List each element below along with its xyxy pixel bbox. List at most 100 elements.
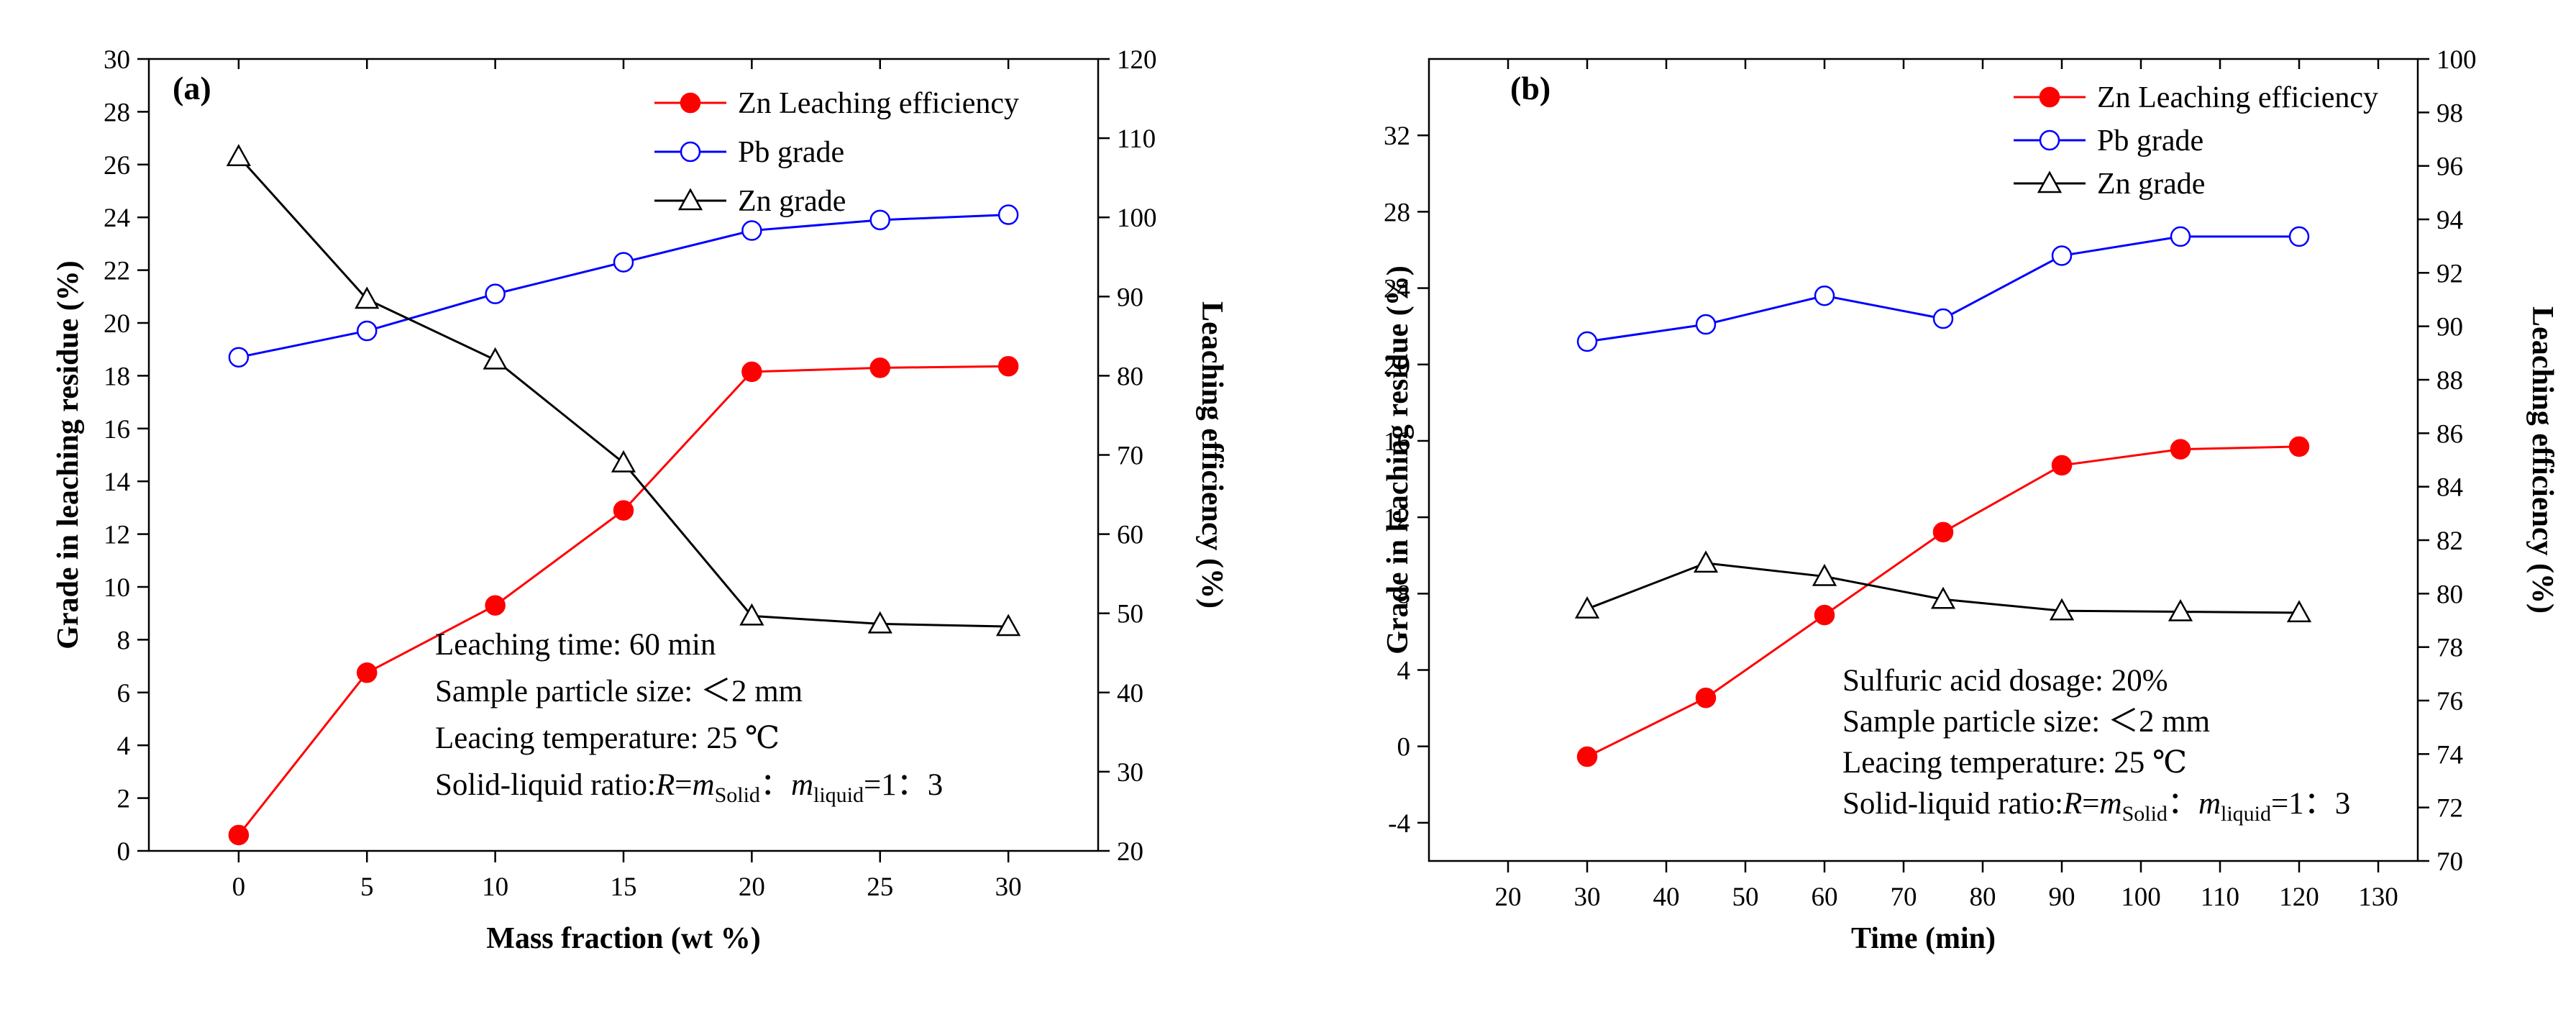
chart-b-y-right-axis-title: Leaching efficiency (%) xyxy=(2526,306,2559,614)
chart-a-x-tick-label: 5 xyxy=(360,872,374,902)
chart-b-series-zn-grade-point xyxy=(1693,550,1719,573)
chart-a-legend-swatch-marker xyxy=(677,188,703,211)
chart-b-legend-entry: Zn Leaching efficiency xyxy=(2097,81,2378,114)
chart-b-panel-label: (b) xyxy=(1510,70,1550,106)
chart-a-conditions-note: Leaching time: 60 min Sample particle siz… xyxy=(435,628,943,807)
chart-a-series-zn-grade-point xyxy=(355,286,380,309)
chart-a-y-right-tick-label: 120 xyxy=(1117,45,1157,75)
chart-a-series-zn-leaching-efficiency-point xyxy=(613,500,634,521)
chart-a-series-zn-grade-line xyxy=(237,155,1009,628)
chart-a-x-tick-label: 25 xyxy=(867,872,893,902)
chart-a-y-left-tick-label: 16 xyxy=(104,415,130,445)
ratio-mass-symbol: m xyxy=(791,768,813,802)
chart-b-series-pb-grade-point xyxy=(2051,245,2073,266)
chart-b: 20 30 40 50 60 70 80 90 100 110 120 130 -4 0 4 8 12 16 20 2… xyxy=(1381,45,2559,955)
chart-a-series-pb-grade-point xyxy=(356,320,378,342)
chart-b-series-zn-leaching-efficiency-point xyxy=(1576,746,1598,767)
chart-a-y-left-tick-label: 30 xyxy=(104,45,130,75)
chart-a-x-axis-title: Mass fraction (wt %) xyxy=(486,922,760,955)
chart-a-y-left-tick-label: 10 xyxy=(104,573,130,603)
chart-a-y-right-axis-title: Leaching efficiency (%) xyxy=(1195,301,1228,608)
chart-a-series-pb-grade xyxy=(228,204,1019,368)
chart-b-y-left-tick-label: 32 xyxy=(1384,122,1410,151)
chart-a-series-zn-grade-point xyxy=(867,611,892,634)
chart-b-series-zn-grade-point xyxy=(1574,596,1600,619)
ratio-symbol: R xyxy=(2063,787,2082,821)
chart-b-y-right-tick-label: 98 xyxy=(2436,99,2463,128)
ratio-mass-symbol: m xyxy=(2198,787,2221,821)
chart-a-series-zn-leaching-efficiency-line xyxy=(237,365,1009,836)
chart-b-series-pb-grade-point xyxy=(1695,314,1717,335)
chart-a-series-zn-leaching-efficiency-point xyxy=(869,357,891,378)
chart-a-series-zn-grade-point xyxy=(739,603,764,626)
chart-a-y-right-tick-label: 30 xyxy=(1117,758,1143,788)
chart-b-series-zn-leaching-efficiency-point xyxy=(1932,521,1954,543)
chart-b-series-zn-leaching-efficiency-point xyxy=(1814,604,1835,626)
chart-a-panel-label: (a) xyxy=(173,70,211,106)
ratio-subscript-liquid: liquid xyxy=(813,783,864,807)
chart-b-y-left-tick-label: 24 xyxy=(1384,275,1410,304)
chart-b-series-pb-grade-point xyxy=(1932,308,1954,329)
chart-a-note-ratio: Solid-liquid ratio:R=mSolid：mliquid=1：3 xyxy=(435,768,943,807)
chart-b-series-zn-grade-point xyxy=(1930,586,1956,609)
chart-b-x-tick-label: 110 xyxy=(2201,883,2239,912)
chart-b-x-tick-label: 30 xyxy=(1574,883,1601,912)
chart-a-series-zn-leaching-efficiency-point xyxy=(485,595,506,616)
chart-b-series-pb-grade xyxy=(1576,226,2310,352)
chart-b-legend-swatch-marker xyxy=(2039,86,2060,108)
chart-b-x-tick-label: 50 xyxy=(1732,883,1759,912)
chart-b-legend-entry: Pb grade xyxy=(2097,124,2203,158)
ratio-colon: ： xyxy=(2168,787,2198,821)
chart-a-series-pb-grade-point xyxy=(228,347,250,368)
chart-b-x-tick-label: 90 xyxy=(2049,883,2075,912)
chart-a-y-left-tick-label: 22 xyxy=(104,257,130,286)
chart-b-y-left-tick-label: 12 xyxy=(1384,503,1410,533)
chart-b-y-right-tick-label: 76 xyxy=(2436,687,2463,716)
chart-b-y-left-tick-label: 0 xyxy=(1397,733,1411,762)
chart-b-y-right-tick-label: 90 xyxy=(2436,313,2463,342)
chart-a-y-left-tick-label: 2 xyxy=(117,785,131,814)
chart-a-y-left-tick-label: 28 xyxy=(104,98,130,127)
chart-b-series-pb-grade-point xyxy=(1814,285,1835,306)
chart-b-y-right-tick-label: 94 xyxy=(2436,206,2463,235)
chart-a-series-zn-leaching-efficiency xyxy=(228,355,1019,846)
chart-b-series-zn-leaching-efficiency xyxy=(1576,436,2310,767)
chart-b-y-right-tick-label: 100 xyxy=(2436,45,2477,75)
chart-a-series-zn-grade-point xyxy=(996,614,1021,637)
chart-b-y-right-tick-label: 84 xyxy=(2436,473,2463,503)
chart-a-series-pb-grade-point xyxy=(741,220,762,241)
chart-b-y-right-tick-label: 80 xyxy=(2436,580,2463,609)
chart-b-y-left-tick-label: -4 xyxy=(1388,809,1410,839)
chart-b-y-left-axis-title: Grade in leaching residue (%) xyxy=(1381,265,1415,655)
chart-b-series-zn-grade-point xyxy=(2286,600,2312,623)
chart-b-series-zn-grade-point xyxy=(2168,598,2193,621)
chart-a-series-zn-leaching-efficiency-point xyxy=(356,662,378,683)
chart-a-y-right-tick-label: 70 xyxy=(1117,442,1143,471)
chart-a-series-pb-grade-point xyxy=(613,252,634,273)
ratio-value: =1：3 xyxy=(864,768,943,802)
chart-a-series-pb-grade-point xyxy=(869,209,891,231)
ratio-mass-symbol: m xyxy=(2100,787,2122,821)
ratio-prefix: Solid-liquid ratio: xyxy=(1842,787,2063,821)
chart-a-series-pb-grade-point xyxy=(997,204,1019,225)
chart-b-x-tick-label: 80 xyxy=(1970,883,1996,912)
chart-b-y-left-tick-label: 4 xyxy=(1397,657,1411,686)
chart-b-note-line3: Leacing temperature: 25 ℃ xyxy=(1842,746,2187,780)
ratio-equals: = xyxy=(2082,787,2099,821)
chart-a-y-right-tick-label: 80 xyxy=(1117,362,1143,391)
chart-b-x-tick-label: 20 xyxy=(1495,883,1522,912)
chart-b-series-zn-grade-point xyxy=(1812,563,1837,586)
chart-b-x-axis-title: Time (min) xyxy=(1851,922,1996,955)
chart-a-y-right-tick-label: 90 xyxy=(1117,283,1143,312)
chart-b-y-right-tick-label: 82 xyxy=(2436,526,2463,556)
chart-a-series-zn-leaching-efficiency-point xyxy=(741,361,762,383)
chart-a-note-line3: Leacing temperature: 25 ℃ xyxy=(435,721,780,755)
chart-b-legend: Zn Leaching efficiency Pb grade Zn grade xyxy=(2014,81,2378,201)
chart-b-series-pb-grade-point xyxy=(2288,226,2310,247)
chart-a-y-left-tick-label: 4 xyxy=(117,731,131,761)
chart-b-y-left-tick-label: 20 xyxy=(1384,351,1410,380)
chart-b-y-right-tick-label: 72 xyxy=(2436,794,2463,824)
chart-b-x-tick-label: 60 xyxy=(1812,883,1838,912)
chart-a-x-tick-label: 30 xyxy=(995,872,1022,902)
